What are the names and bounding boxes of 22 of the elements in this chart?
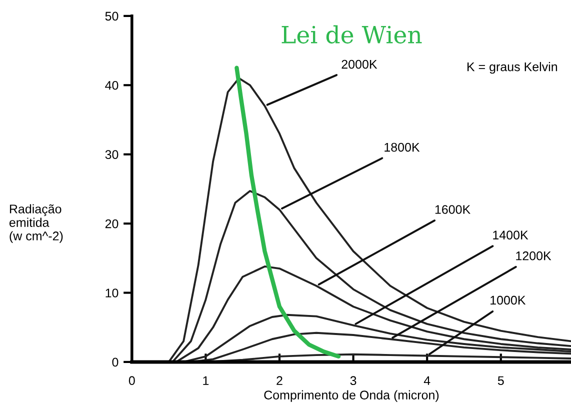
- x-tick-label: 3: [350, 376, 356, 386]
- text: 2000K: [342, 60, 378, 69]
- x-tick-label: 5: [498, 376, 504, 386]
- y-tick-label: 20: [105, 219, 118, 228]
- text: 1800K: [384, 142, 420, 152]
- annotation: K = graus Kelvin: [467, 62, 558, 74]
- text: 1600K: [435, 205, 470, 214]
- y-tick-label: 40: [105, 80, 118, 90]
- x-tick-label: 2: [276, 376, 282, 385]
- y-tick-label: 30: [105, 150, 118, 160]
- y-tick-label: 50: [105, 12, 118, 21]
- text: Lei de Wien: [282, 25, 422, 44]
- text: 1200K: [516, 251, 552, 260]
- text: 1400K: [493, 230, 528, 240]
- x-tick-label: 0: [128, 376, 135, 386]
- x-tick-label: 1: [203, 376, 209, 385]
- y-axis-title: Radiação emitida (w cm^-2): [9, 204, 63, 243]
- y-tick-label: 10: [106, 288, 118, 298]
- text: 1000K: [490, 296, 526, 305]
- x-axis-title: Comprimento de Onda (micron): [264, 390, 439, 402]
- y-tick-label: 0: [112, 358, 118, 367]
- x-tick-label: 4: [424, 376, 430, 385]
